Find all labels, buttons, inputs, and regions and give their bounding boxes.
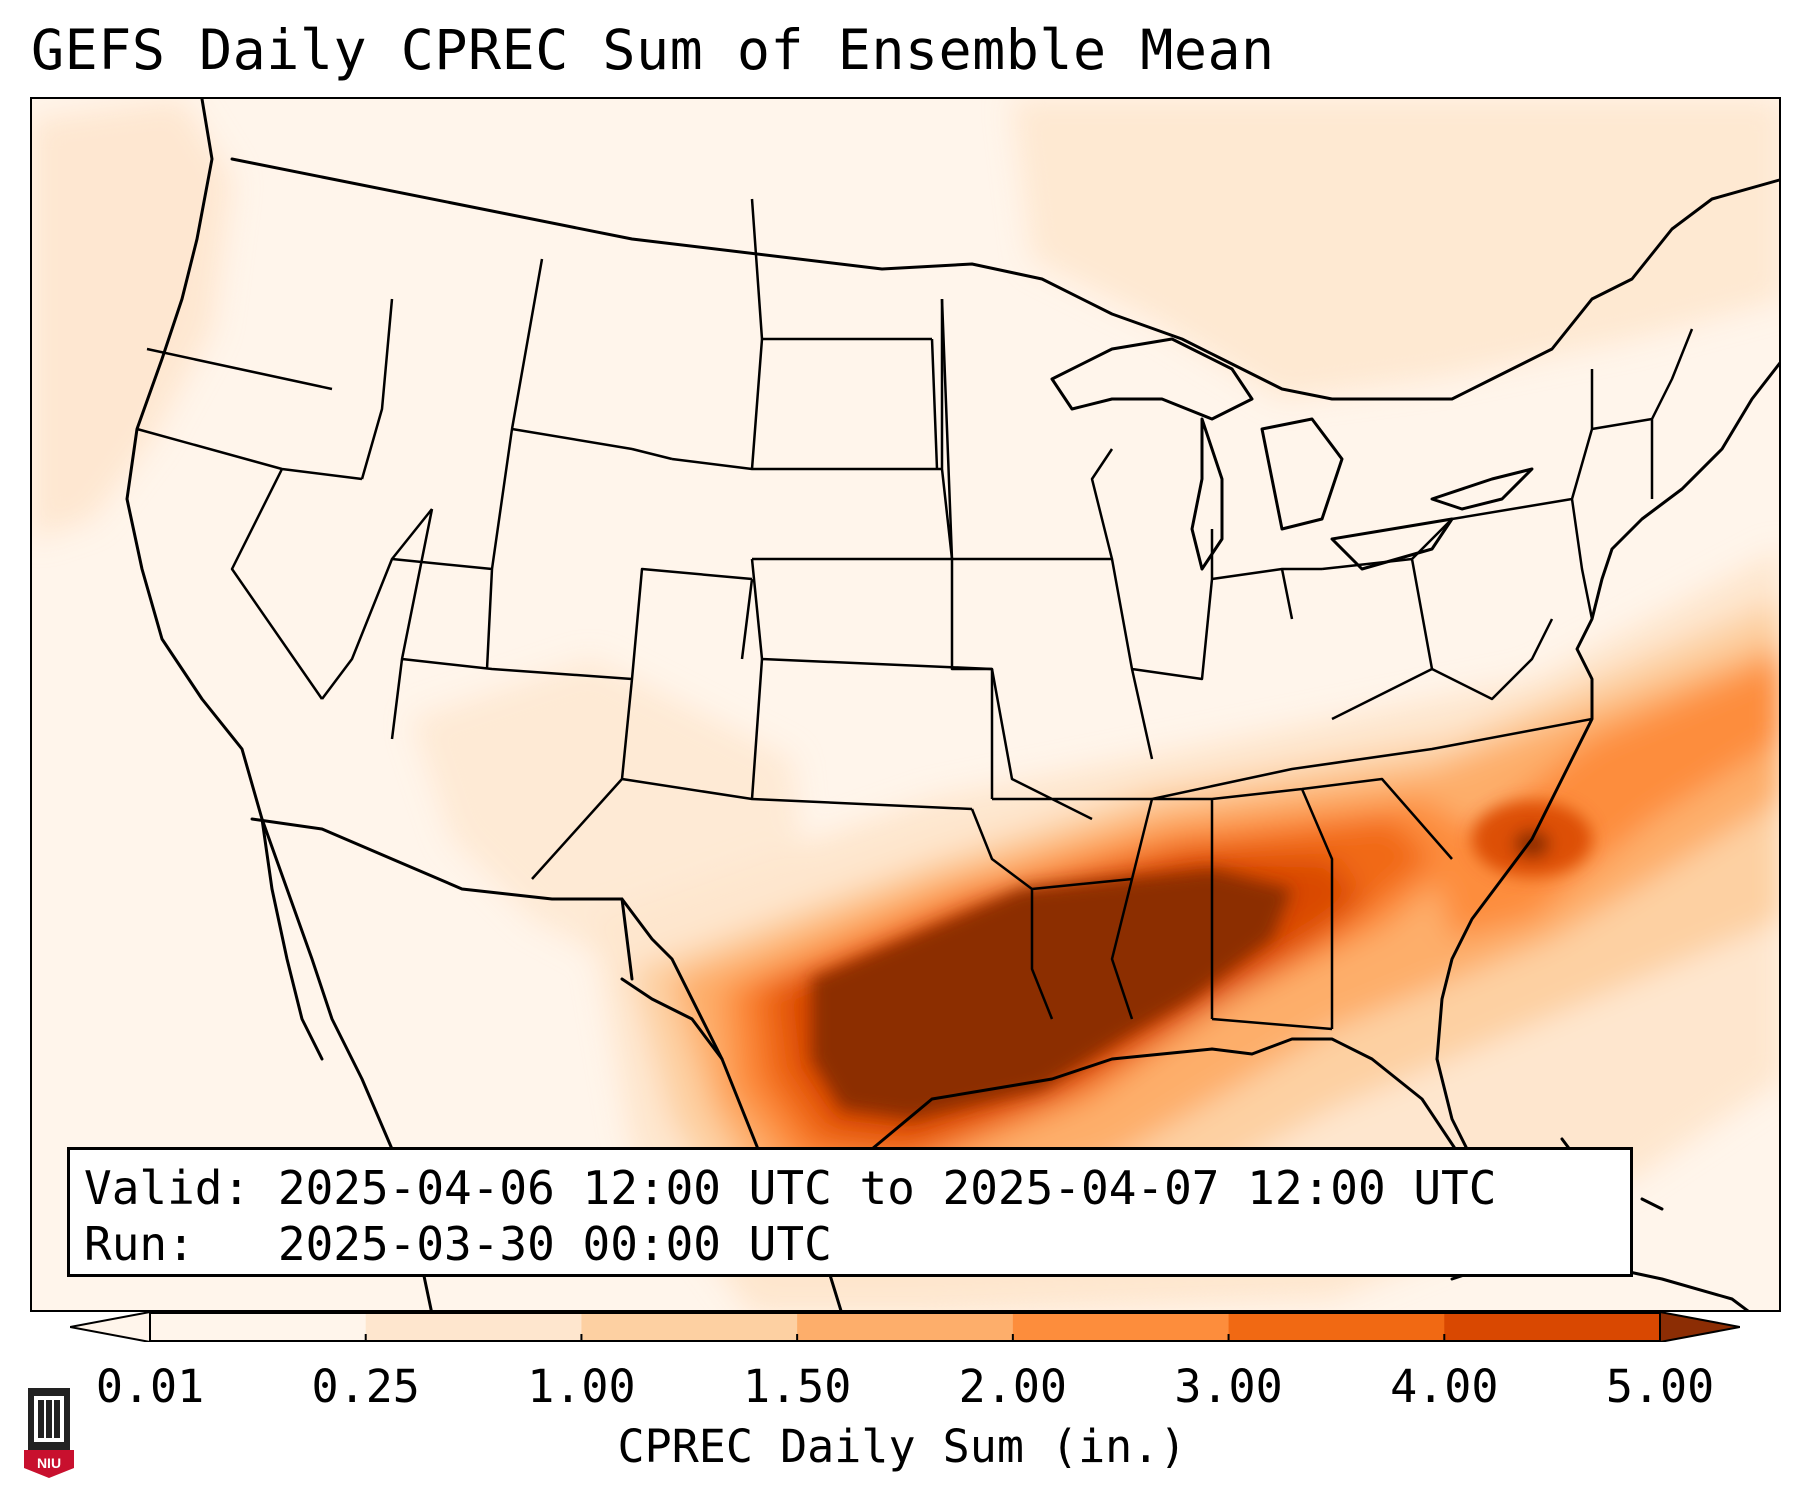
canada-border: [230, 157, 1779, 401]
colorbar-segment: [150, 1312, 367, 1342]
info-box: Valid: 2025-04-06 12:00 UTC to 2025-04-0…: [67, 1147, 1633, 1277]
map-frame: [30, 97, 1781, 1312]
colorbar-tick-label: 2.00: [958, 1360, 1068, 1413]
colorbar-segment: [1012, 1312, 1230, 1342]
run-label: Run:: [84, 1217, 195, 1271]
mexico-border: [250, 817, 724, 1061]
run-value: 2025-03-30 00:00 UTC: [277, 1217, 832, 1271]
great-lakes: [1050, 337, 1534, 571]
colorbar-tick-label: 1.50: [742, 1360, 852, 1413]
state-lines-midwest: [940, 298, 1322, 821]
colorbar-segment: [365, 1312, 582, 1342]
colorbar-tick-label: 3.00: [1174, 1360, 1283, 1413]
baja-peninsula: [260, 817, 324, 1061]
run-line: Run: 2025-03-30 00:00 UTC: [84, 1216, 1616, 1272]
precip-light-canada: [1012, 99, 1779, 399]
valid-value: 2025-04-06 12:00 UTC to 2025-04-07 12:00…: [277, 1161, 1497, 1215]
colorbar-tick-label: 4.00: [1390, 1360, 1499, 1413]
east-coast: [1435, 361, 1779, 1061]
niu-logo: NIU: [24, 1388, 74, 1478]
state-lines-east: [1321, 328, 1694, 721]
precip-shading: [32, 99, 1779, 1310]
colorbar-segment: [581, 1312, 798, 1342]
state-lines-west: [136, 258, 973, 880]
colorbar: [70, 1312, 1740, 1342]
colorbar-tick-label: 0.25: [311, 1360, 420, 1413]
precip-light-west: [32, 99, 232, 539]
valid-label: Valid:: [84, 1161, 251, 1215]
colorbar-extend-max: [1659, 1312, 1740, 1342]
colorbar-segment: [1444, 1312, 1661, 1342]
state-lines-south: [970, 717, 1593, 1031]
colorbar-extend-min: [70, 1312, 151, 1342]
colorbar-label: CPREC Daily Sum (in.): [617, 1420, 1187, 1473]
colorbar-tick-label: 1.00: [527, 1360, 636, 1413]
precipitation-map: [32, 99, 1779, 1310]
state-boundaries: [136, 198, 1694, 1031]
colorbar-segment: [797, 1312, 1014, 1342]
colorbar-segment: [1228, 1312, 1445, 1342]
logo-text: NIU: [37, 1455, 61, 1471]
valid-line: Valid: 2025-04-06 12:00 UTC to 2025-04-0…: [84, 1160, 1616, 1216]
colorbar-tick-label: 0.01: [95, 1360, 205, 1413]
precip-max-core: [812, 869, 1292, 1119]
colorbar-outline: [149, 1312, 1661, 1342]
us-west-coast: [125, 99, 433, 1310]
plot-title: GEFS Daily CPREC Sum of Ensemble Mean: [31, 18, 1275, 82]
colorbar-tick-label: 5.00: [1605, 1360, 1715, 1413]
